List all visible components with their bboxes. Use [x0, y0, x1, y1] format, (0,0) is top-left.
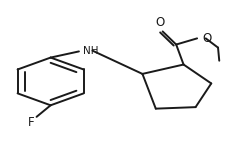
Text: O: O	[202, 32, 211, 45]
Text: NH: NH	[83, 46, 98, 56]
Text: O: O	[156, 16, 165, 29]
Text: F: F	[28, 116, 34, 129]
